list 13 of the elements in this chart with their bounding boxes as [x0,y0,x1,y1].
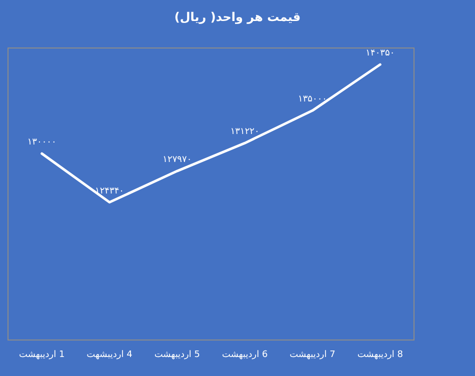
chart-title: قیمت هر واحد( ریال) [174,10,301,24]
data-label: ۱۴۰۳۵۰ [366,48,395,59]
data-label: ۱۲۴۳۴۰ [94,186,124,196]
data-label: ۱۳۵۰۰۰ [298,94,328,105]
x-tick-label: 4 اردیبشهت [86,350,133,360]
data-label: ۱۳۱۲۲۰ [230,127,260,138]
data-label: ۱۲۷۹۷۰ [162,155,192,166]
x-tick-label: 5 اردیبهشت [154,350,200,360]
data-label: ۱۳۰۰۰۰ [27,138,56,148]
x-tick-label: 8 اردیبهشت [357,350,404,360]
x-tick-label: 6 اردیبهشت [222,350,268,360]
x-tick-label: 7 اردیبهشت [290,350,336,360]
x-tick-label: 1 اردیبهشت [18,350,65,360]
